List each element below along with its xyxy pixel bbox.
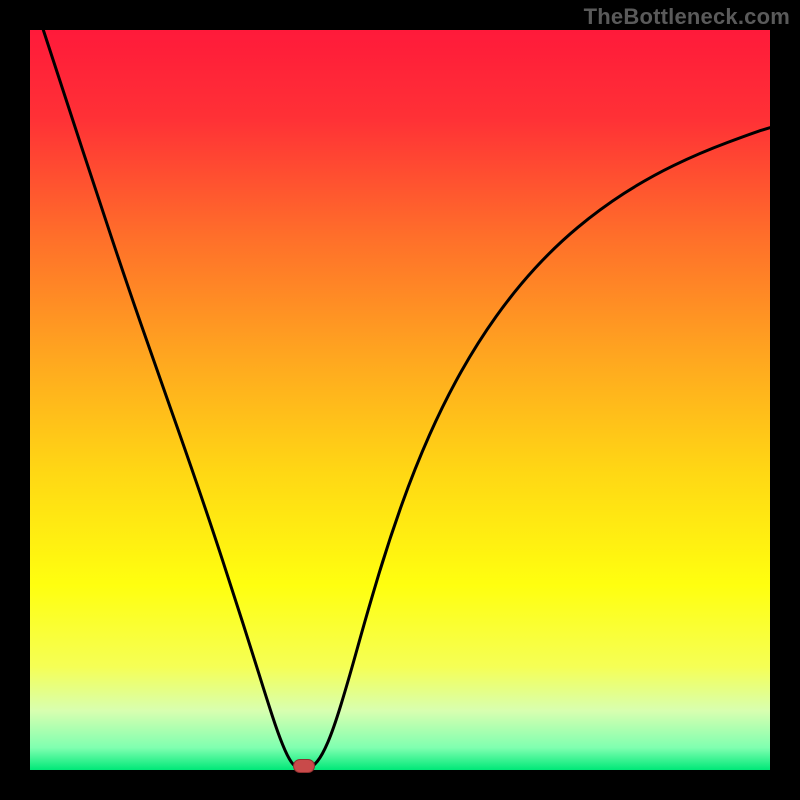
minimum-marker [293, 759, 315, 773]
watermark-text: TheBottleneck.com [584, 4, 790, 30]
bottleneck-curve [30, 30, 770, 770]
plot-area [30, 30, 770, 770]
chart-frame: TheBottleneck.com [0, 0, 800, 800]
curve-path [43, 30, 770, 769]
